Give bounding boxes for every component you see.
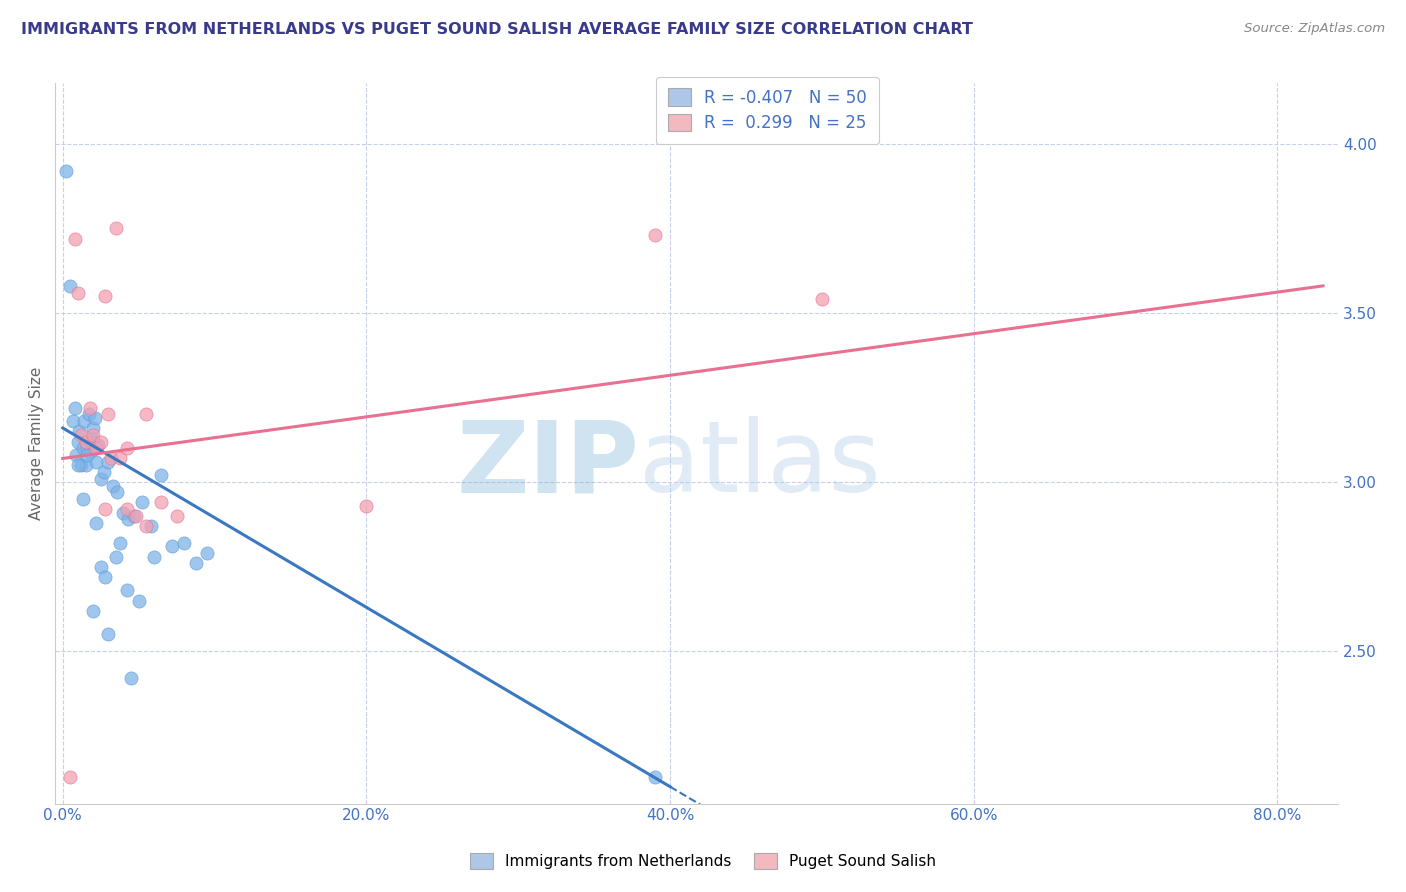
- Point: [173, 536, 195, 550]
- Point: [104, 221, 127, 235]
- Point: [63, 231, 86, 245]
- Point: [104, 549, 127, 564]
- Point: [79, 444, 101, 458]
- Point: [115, 583, 138, 598]
- Point: [120, 672, 142, 686]
- Point: [72, 491, 94, 506]
- Point: [83, 410, 105, 425]
- Point: [97, 408, 120, 422]
- Point: [166, 508, 188, 523]
- Point: [76, 442, 98, 456]
- Point: [77, 408, 100, 422]
- Point: [59, 278, 82, 293]
- Y-axis label: Average Family Size: Average Family Size: [30, 367, 44, 520]
- Point: [811, 293, 834, 307]
- Point: [80, 434, 103, 449]
- Point: [94, 570, 117, 584]
- Point: [107, 485, 129, 500]
- Point: [82, 427, 104, 442]
- Point: [115, 442, 138, 456]
- Point: [65, 448, 87, 462]
- Point: [70, 427, 93, 442]
- Point: [73, 414, 96, 428]
- Point: [82, 604, 104, 618]
- Point: [186, 557, 208, 571]
- Point: [135, 408, 157, 422]
- Point: [75, 434, 97, 449]
- Point: [90, 559, 112, 574]
- Text: IMMIGRANTS FROM NETHERLANDS VS PUGET SOUND SALISH AVERAGE FAMILY SIZE CORRELATIO: IMMIGRANTS FROM NETHERLANDS VS PUGET SOU…: [21, 22, 973, 37]
- Point: [79, 401, 101, 415]
- Point: [63, 401, 86, 415]
- Point: [644, 228, 666, 243]
- Point: [93, 465, 115, 479]
- Text: Source: ZipAtlas.com: Source: ZipAtlas.com: [1244, 22, 1385, 36]
- Point: [195, 546, 218, 560]
- Text: ZIP: ZIP: [456, 417, 638, 514]
- Point: [150, 495, 173, 509]
- Point: [112, 506, 135, 520]
- Point: [94, 289, 117, 303]
- Point: [101, 478, 124, 492]
- Point: [160, 540, 183, 554]
- Point: [84, 455, 107, 469]
- Point: [72, 442, 94, 456]
- Point: [84, 442, 107, 456]
- Point: [122, 508, 145, 523]
- Point: [97, 627, 120, 641]
- Point: [66, 434, 89, 449]
- Point: [55, 164, 77, 178]
- Point: [124, 508, 146, 523]
- Point: [84, 516, 107, 530]
- Point: [75, 458, 97, 473]
- Point: [62, 414, 84, 428]
- Point: [66, 285, 89, 300]
- Point: [82, 421, 104, 435]
- Point: [135, 519, 157, 533]
- Point: [97, 455, 120, 469]
- Point: [70, 458, 93, 473]
- Point: [86, 438, 108, 452]
- Point: [142, 549, 165, 564]
- Point: [110, 536, 132, 550]
- Point: [131, 495, 153, 509]
- Point: [66, 458, 89, 473]
- Point: [76, 448, 98, 462]
- Point: [110, 451, 132, 466]
- Point: [90, 472, 112, 486]
- Legend: Immigrants from Netherlands, Puget Sound Salish: Immigrants from Netherlands, Puget Sound…: [464, 847, 942, 875]
- Point: [128, 593, 150, 607]
- Point: [150, 468, 173, 483]
- Point: [356, 499, 378, 513]
- Point: [80, 431, 103, 445]
- Point: [644, 770, 666, 784]
- Point: [59, 770, 82, 784]
- Point: [94, 502, 117, 516]
- Point: [90, 434, 112, 449]
- Point: [117, 512, 139, 526]
- Point: [69, 425, 91, 439]
- Point: [139, 519, 162, 533]
- Point: [115, 502, 138, 516]
- Point: [100, 451, 122, 466]
- Legend: R = -0.407   N = 50, R =  0.299   N = 25: R = -0.407 N = 50, R = 0.299 N = 25: [655, 77, 879, 144]
- Text: atlas: atlas: [638, 417, 880, 514]
